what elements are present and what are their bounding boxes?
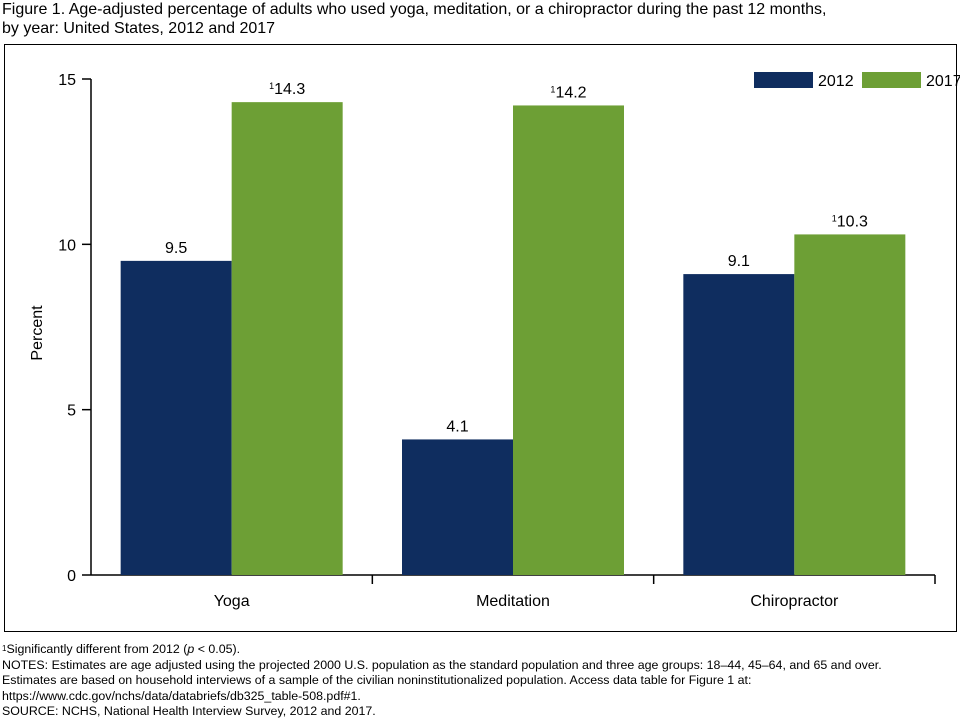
- x-category-label: Yoga: [214, 593, 250, 610]
- chart-frame: [4, 44, 957, 632]
- bar-2017-meditation: [513, 105, 624, 575]
- data-label: 110.3: [832, 213, 868, 230]
- x-category-label: Chiropractor: [750, 593, 839, 610]
- y-tick-label: 5: [67, 403, 76, 420]
- figure-title-line-2: by year: United States, 2012 and 2017: [2, 20, 276, 37]
- data-label: 9.1: [728, 253, 750, 270]
- bar-2012-chiropractor: [683, 274, 795, 575]
- source-line: SOURCE: NCHS, National Health Interview …: [2, 704, 376, 719]
- y-tick-label: 10: [58, 237, 76, 254]
- footnote-p: p: [187, 642, 195, 656]
- data-label: 4.1: [446, 418, 468, 435]
- y-tick-label: 15: [58, 72, 76, 89]
- bar-2017-yoga: [231, 102, 343, 575]
- legend-swatch-2012: [754, 72, 813, 88]
- x-category-label: Meditation: [476, 593, 550, 610]
- bar-2012-meditation: [402, 439, 513, 575]
- footnote-marker: 1: [2, 644, 7, 653]
- legend-swatch-2017: [862, 72, 921, 88]
- data-label: 114.3: [269, 81, 305, 98]
- significance-footnote: 1Significantly different from 2012 (p < …: [2, 642, 958, 658]
- figure-title: Figure 1. Age-adjusted percentage of adu…: [2, 0, 952, 38]
- legend-label-2012: 2012: [818, 73, 854, 90]
- data-label: 9.5: [165, 240, 187, 257]
- bar-chart: 0 5 10 15 Percent 9.5 114.3 Yoga 4.1 114.2 Meditat…: [29, 72, 960, 610]
- y-tick-label: 0: [67, 568, 76, 585]
- bar-2017-chiropractor: [794, 234, 906, 575]
- legend-label-2017: 2017: [926, 73, 960, 90]
- footnote-text-b: < 0.05).: [194, 642, 241, 656]
- notes-line-3[interactable]: https://www.cdc.gov/nchs/data/databriefs…: [2, 688, 361, 703]
- footnote-text-a: Significantly different from 2012 (: [6, 642, 188, 656]
- notes-line-1: NOTES: Estimates are age adjusted using …: [2, 657, 882, 672]
- figure-title-line-1: Figure 1. Age-adjusted percentage of adu…: [2, 1, 827, 18]
- notes-section: 1Significantly different from 2012 (p < …: [2, 642, 958, 720]
- bar-2012-yoga: [120, 260, 232, 575]
- data-label: 114.2: [550, 84, 586, 101]
- notes-line-2: Estimates are based on household intervi…: [2, 673, 752, 688]
- y-axis-title: Percent: [29, 305, 46, 361]
